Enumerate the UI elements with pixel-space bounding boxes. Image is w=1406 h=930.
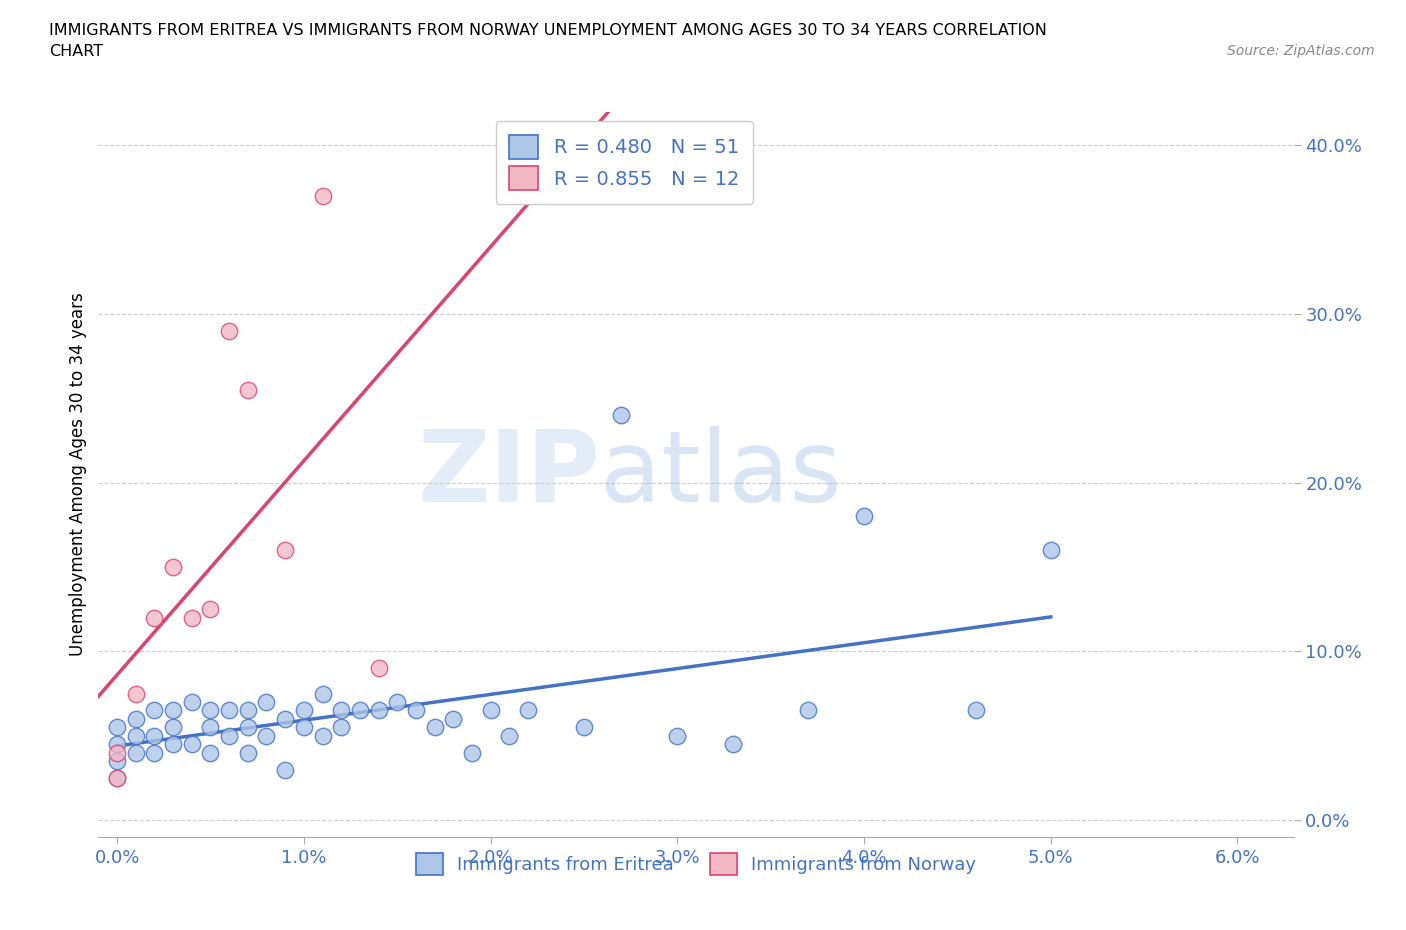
Text: CHART: CHART xyxy=(49,44,103,59)
Point xyxy=(311,728,333,743)
Point xyxy=(236,745,259,760)
Point xyxy=(105,771,128,786)
Point xyxy=(311,189,333,204)
Y-axis label: Unemployment Among Ages 30 to 34 years: Unemployment Among Ages 30 to 34 years xyxy=(69,292,87,657)
Point xyxy=(498,728,520,743)
Point xyxy=(666,728,689,743)
Point xyxy=(105,745,128,760)
Point xyxy=(125,686,148,701)
Point xyxy=(256,728,278,743)
Text: IMMIGRANTS FROM ERITREA VS IMMIGRANTS FROM NORWAY UNEMPLOYMENT AMONG AGES 30 TO : IMMIGRANTS FROM ERITREA VS IMMIGRANTS FR… xyxy=(49,23,1047,38)
Point xyxy=(311,686,333,701)
Point xyxy=(516,703,538,718)
Point xyxy=(105,771,128,786)
Point xyxy=(441,711,464,726)
Point xyxy=(330,703,353,718)
Point xyxy=(218,324,240,339)
Point xyxy=(162,560,184,575)
Point xyxy=(236,720,259,735)
Point xyxy=(218,728,240,743)
Point xyxy=(274,543,297,558)
Legend: Immigrants from Eritrea, Immigrants from Norway: Immigrants from Eritrea, Immigrants from… xyxy=(408,846,984,883)
Point xyxy=(797,703,820,718)
Point xyxy=(461,745,484,760)
Point xyxy=(200,745,222,760)
Point xyxy=(367,703,389,718)
Point xyxy=(385,695,409,710)
Text: atlas: atlas xyxy=(600,426,842,523)
Point xyxy=(572,720,595,735)
Point xyxy=(200,720,222,735)
Point xyxy=(256,695,278,710)
Point xyxy=(479,703,502,718)
Point xyxy=(105,737,128,751)
Point xyxy=(162,737,184,751)
Point xyxy=(610,408,633,423)
Point xyxy=(292,703,315,718)
Point xyxy=(218,703,240,718)
Point xyxy=(125,745,148,760)
Point xyxy=(105,753,128,768)
Point xyxy=(143,728,166,743)
Point xyxy=(105,720,128,735)
Point xyxy=(1039,543,1062,558)
Text: ZIP: ZIP xyxy=(418,426,600,523)
Point xyxy=(143,745,166,760)
Text: Source: ZipAtlas.com: Source: ZipAtlas.com xyxy=(1227,44,1375,58)
Point xyxy=(405,703,427,718)
Point xyxy=(200,602,222,617)
Point xyxy=(723,737,745,751)
Point xyxy=(349,703,371,718)
Point xyxy=(180,737,202,751)
Point xyxy=(330,720,353,735)
Point xyxy=(143,610,166,625)
Point xyxy=(180,695,202,710)
Point xyxy=(367,661,389,676)
Point xyxy=(236,382,259,397)
Point xyxy=(162,720,184,735)
Point xyxy=(200,703,222,718)
Point xyxy=(423,720,446,735)
Point xyxy=(274,711,297,726)
Point xyxy=(162,703,184,718)
Point xyxy=(853,509,876,524)
Point xyxy=(143,703,166,718)
Point xyxy=(292,720,315,735)
Point xyxy=(125,728,148,743)
Point xyxy=(274,762,297,777)
Point xyxy=(125,711,148,726)
Point xyxy=(180,610,202,625)
Point xyxy=(965,703,987,718)
Point xyxy=(236,703,259,718)
